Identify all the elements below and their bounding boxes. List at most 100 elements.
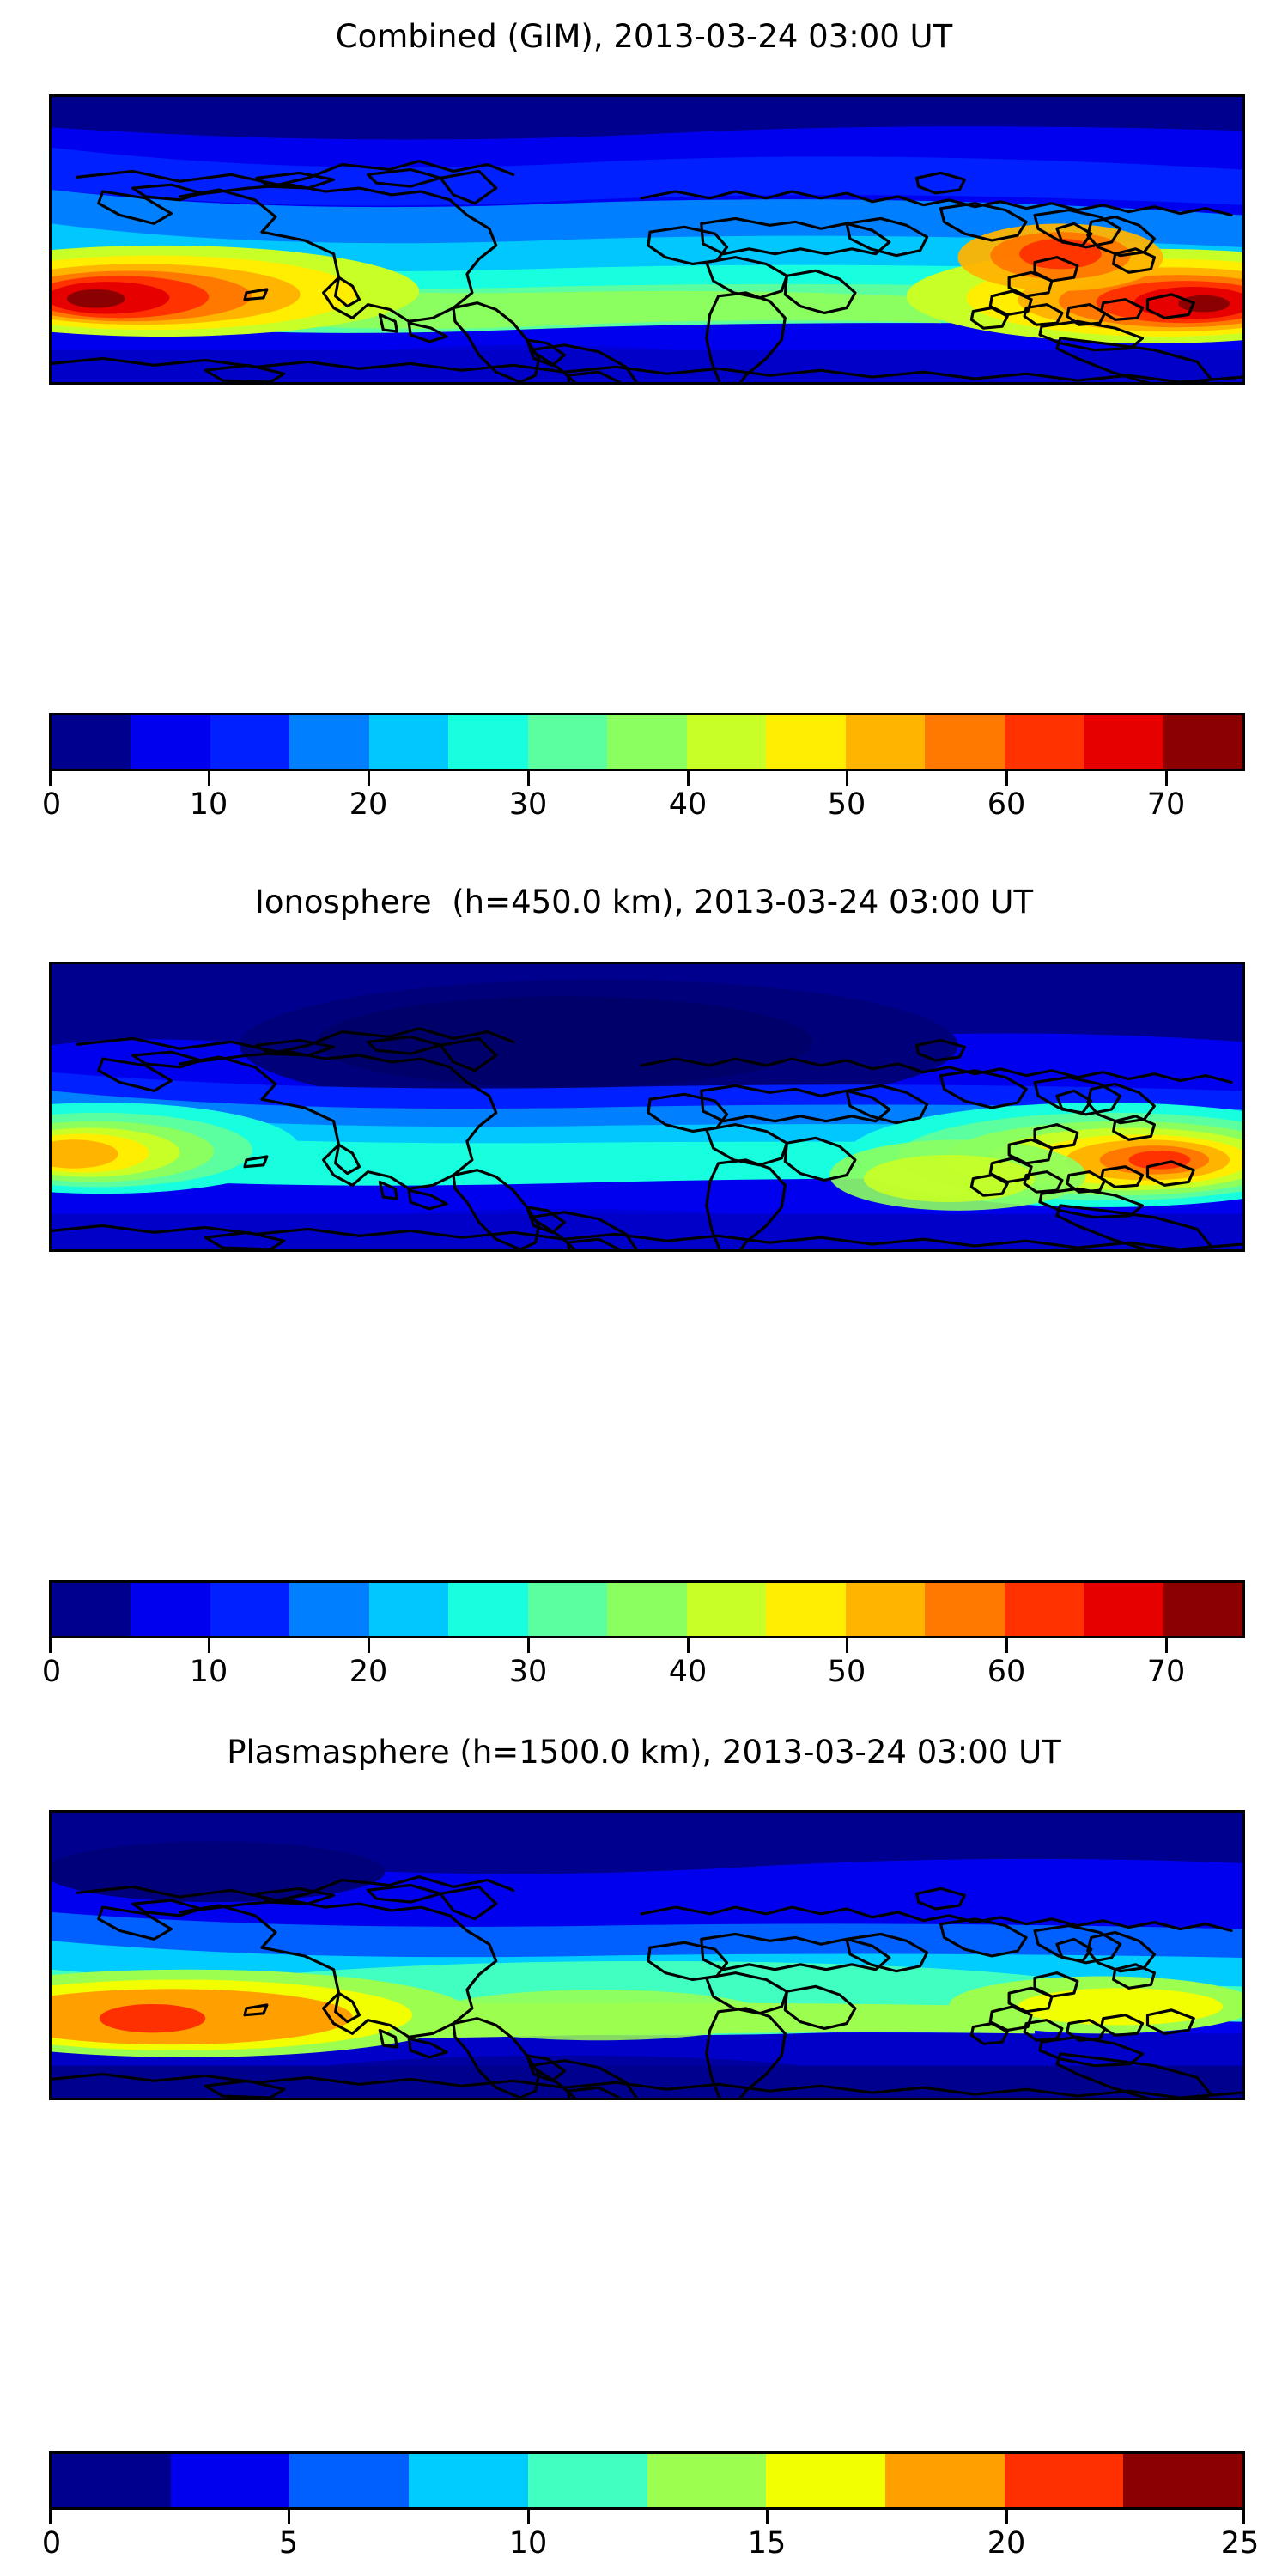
- panel-title: Combined (GIM), 2013-03-24 03:00 UT: [335, 18, 953, 55]
- cb-band: [766, 715, 846, 769]
- cb-tick: [1165, 1638, 1168, 1653]
- cb-band: [52, 1583, 131, 1636]
- panel-combined-gim: Combined (GIM), 2013-03-24 03:00 UT: [0, 0, 1288, 859]
- colorbar-ticks: 0 10 20 30 40 50 60 70: [42, 1638, 1245, 1690]
- cb-tick-label: 5: [278, 2526, 299, 2561]
- cb-tick: [687, 771, 690, 786]
- cb-band: [607, 715, 687, 769]
- cb-band: [1084, 715, 1163, 769]
- cb-tick: [846, 1638, 848, 1653]
- tec-contour-field: [52, 97, 1242, 382]
- colorbar-bands: [49, 2451, 1245, 2510]
- cb-tick-label: 50: [827, 1655, 866, 1689]
- map-area-ionosphere-450km: [49, 962, 1245, 1252]
- colorbar-plasmasphere-1500km: 0 5 10 15 20 25: [42, 2451, 1259, 2561]
- cb-tick-label: 60: [987, 787, 1026, 822]
- cb-band: [52, 715, 131, 769]
- cb-band: [1004, 2454, 1124, 2507]
- cb-band: [1004, 715, 1084, 769]
- cb-tick-label: 40: [668, 1655, 708, 1689]
- cb-tick: [368, 771, 370, 786]
- cb-band: [686, 715, 767, 769]
- cb-band: [289, 1583, 369, 1636]
- panel-ionosphere-450km: Ionosphere (h=450.0 km), 2013-03-24 03:0…: [0, 859, 1288, 1726]
- cb-band: [368, 715, 449, 769]
- cb-tick-label: 70: [1146, 1655, 1186, 1689]
- cb-band: [925, 1583, 1005, 1636]
- cb-band: [289, 2454, 410, 2507]
- cb-tick: [288, 2510, 290, 2524]
- cb-tick-label: 20: [349, 787, 388, 822]
- colorbar-bands: [49, 1580, 1245, 1638]
- cb-tick-label: 0: [41, 2526, 62, 2561]
- colorbar-ticks: 0 5 10 15 20 25: [42, 2510, 1259, 2561]
- cb-tick: [1242, 2510, 1245, 2524]
- cb-tick: [49, 771, 52, 786]
- cb-band: [527, 1583, 608, 1636]
- panel-plasmasphere-1500km: Plasmasphere (h=1500.0 km), 2013-03-24 0…: [0, 1726, 1288, 2576]
- map-area-plasmasphere-1500km: [49, 1810, 1245, 2100]
- cb-tick-label: 10: [189, 787, 228, 822]
- cb-tick: [527, 1638, 530, 1653]
- panel-title: Plasmasphere (h=1500.0 km), 2013-03-24 0…: [227, 1734, 1061, 1771]
- cb-band: [766, 2454, 885, 2507]
- cb-band: [210, 715, 290, 769]
- panel-title: Ionosphere (h=450.0 km), 2013-03-24 03:0…: [254, 884, 1034, 920]
- cb-tick-label: 10: [508, 2526, 548, 2561]
- cb-tick-label: 70: [1146, 787, 1186, 822]
- cb-band: [527, 2454, 647, 2507]
- cb-tick: [1005, 771, 1008, 786]
- cb-tick: [766, 2510, 769, 2524]
- cb-band: [210, 1583, 290, 1636]
- cb-band: [1123, 2454, 1243, 2507]
- cb-band: [448, 715, 528, 769]
- cb-band: [52, 2454, 171, 2507]
- cb-band: [170, 2454, 290, 2507]
- cb-tick-label: 0: [41, 787, 62, 822]
- cb-tick: [208, 1638, 210, 1653]
- cb-tick: [208, 771, 210, 786]
- tec-contour-field: [52, 964, 1242, 1249]
- cb-tick: [1005, 2510, 1008, 2524]
- cb-band: [607, 1583, 687, 1636]
- cb-tick: [527, 771, 530, 786]
- cb-band: [686, 1583, 767, 1636]
- cb-band: [766, 1583, 846, 1636]
- cb-band: [1004, 1583, 1084, 1636]
- cb-band: [289, 715, 369, 769]
- cb-band: [1163, 1583, 1243, 1636]
- cb-tick: [846, 771, 848, 786]
- cb-tick-label: 30: [508, 1655, 548, 1689]
- cb-band: [368, 1583, 449, 1636]
- colorbar-ionosphere-450km: 0 10 20 30 40 50 60 70: [42, 1580, 1245, 1689]
- cb-tick-label: 15: [747, 2526, 787, 2561]
- map-area-combined-gim: [49, 94, 1245, 385]
- cb-band: [527, 715, 608, 769]
- tec-contour-field: [52, 1813, 1242, 2098]
- cb-tick: [49, 1638, 52, 1653]
- cb-tick: [1005, 1638, 1008, 1653]
- colorbar-ticks: 0 10 20 30 40 50 60 70: [42, 771, 1245, 823]
- cb-tick-label: 30: [508, 787, 548, 822]
- cb-band: [845, 715, 926, 769]
- cb-tick-label: 10: [189, 1655, 228, 1689]
- colorbar-combined-gim: 0 10 20 30 40 50 60 70: [42, 713, 1245, 822]
- colorbar-bands: [49, 713, 1245, 771]
- cb-band: [925, 715, 1005, 769]
- cb-tick-label: 0: [41, 1655, 62, 1689]
- cb-band: [131, 1583, 210, 1636]
- cb-tick: [687, 1638, 690, 1653]
- cb-tick-label: 25: [1220, 2526, 1260, 2561]
- cb-band: [409, 2454, 528, 2507]
- cb-tick: [368, 1638, 370, 1653]
- cb-band: [845, 1583, 926, 1636]
- cb-tick-label: 20: [987, 2526, 1026, 2561]
- cb-tick-label: 50: [827, 787, 866, 822]
- cb-band: [647, 2454, 767, 2507]
- cb-tick-label: 40: [668, 787, 708, 822]
- cb-band: [131, 715, 210, 769]
- cb-tick-label: 20: [349, 1655, 388, 1689]
- cb-tick: [1165, 771, 1168, 786]
- cb-band: [1084, 1583, 1163, 1636]
